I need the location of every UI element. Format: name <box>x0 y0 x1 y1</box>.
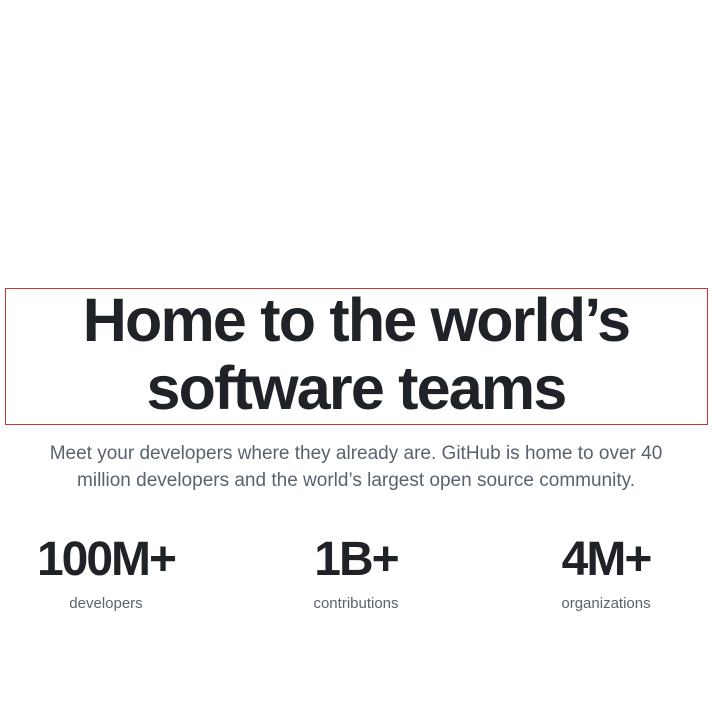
stat-label: developers <box>69 595 143 612</box>
stat-value: 100M+ <box>36 533 177 586</box>
hero-subtitle: Meet your developers where they already … <box>0 440 712 494</box>
stat-label: contributions <box>313 595 399 612</box>
page-title-line-1: Home to the world’s <box>82 286 631 354</box>
stat-label: organizations <box>561 595 651 612</box>
stat-developers: 100M+ developers <box>6 532 206 614</box>
stat-organizations: 4M+ organizations <box>506 532 706 614</box>
page-title-line-2: software teams <box>146 354 568 422</box>
hero-subtitle-line-1: Meet your developers where they already … <box>49 443 663 464</box>
stat-contributions: 1B+ contributions <box>256 532 456 614</box>
heading-highlight-box <box>5 288 708 425</box>
page-title: Home to the world’s software teams <box>0 286 712 422</box>
stat-value: 4M+ <box>561 533 653 586</box>
stat-value: 1B+ <box>314 533 399 586</box>
hero-subtitle-line-2: million developers and the world’s large… <box>77 470 635 491</box>
